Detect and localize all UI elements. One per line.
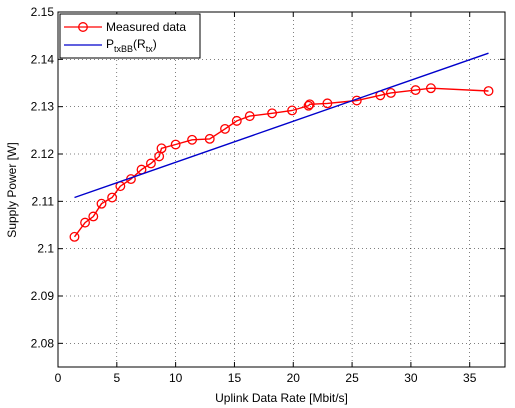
legend-measured-marker [78, 22, 88, 32]
data-point [304, 99, 315, 110]
data-point [204, 133, 215, 144]
legend-model-paren-close: ) [153, 37, 157, 51]
data-point [267, 108, 278, 119]
y-tick-label: 2.13 [31, 100, 55, 114]
data-point [220, 123, 230, 134]
x-tick-label: 10 [169, 371, 183, 385]
data-point [385, 87, 396, 98]
legend-model-p: P [106, 37, 114, 51]
data-point [145, 158, 156, 169]
data-point [80, 217, 91, 228]
y-tick-label: 2.09 [31, 289, 55, 303]
data-point [231, 115, 242, 126]
data-point [170, 139, 181, 150]
data-point [156, 143, 167, 154]
x-tick-label: 30 [404, 371, 418, 385]
legend-measured-label: Measured data [106, 20, 186, 34]
legend-model-label: PtxBB(Rtx) [106, 37, 157, 54]
data-point [483, 86, 494, 96]
legend-box [59, 13, 201, 59]
data-point [107, 192, 118, 203]
x-tick-label: 25 [345, 371, 359, 385]
data-point [69, 231, 80, 242]
x-tick-label: 15 [228, 371, 242, 385]
y-tick-label: 2.14 [31, 52, 55, 66]
data-point [187, 134, 198, 145]
data-point [410, 85, 421, 96]
series-layer [69, 52, 494, 242]
data-point [425, 83, 436, 94]
legend: Measured data PtxBB(Rtx) [59, 13, 201, 59]
ticks: 0 5 10 15 20 25 30 35 2.08 2.09 2.1 2.11 2.12 2.13 2.1… [31, 5, 505, 385]
y-tick-label: 2.1 [37, 242, 54, 256]
data-point [96, 198, 107, 209]
legend-model-sub2: tx [146, 44, 154, 54]
x-tick-label: 35 [463, 371, 477, 385]
series-line-2 [74, 52, 489, 199]
y-tick-label: 2.08 [31, 336, 55, 350]
grid [58, 12, 505, 367]
data-point [88, 211, 99, 222]
x-axis-label: Uplink Data Rate [Mbit/s] [215, 391, 348, 405]
y-tick-label: 2.15 [31, 5, 55, 19]
data-point [322, 98, 333, 109]
y-tick-label: 2.11 [32, 194, 55, 208]
x-tick-label: 20 [287, 371, 301, 385]
data-point [244, 111, 255, 122]
y-tick-label: 2.12 [31, 147, 55, 161]
data-point [303, 100, 314, 111]
x-tick-label: 5 [113, 371, 120, 385]
y-axis-label: Supply Power [W] [5, 142, 19, 237]
legend-model-paren-open: (R [133, 37, 146, 51]
plot-frame [57, 11, 506, 368]
x-tick-label: 0 [55, 371, 62, 385]
legend-model-sub1: txBB [114, 44, 133, 54]
series-line-1 [73, 87, 489, 238]
data-point [287, 105, 298, 116]
plot-area [58, 12, 505, 367]
